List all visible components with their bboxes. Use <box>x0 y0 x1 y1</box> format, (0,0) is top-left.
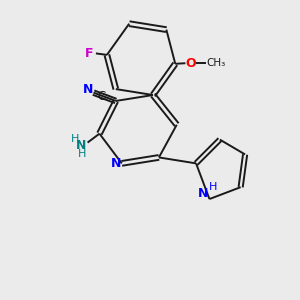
Text: N: N <box>198 187 208 200</box>
Text: N: N <box>111 158 122 170</box>
Text: H: H <box>209 182 217 192</box>
Text: N: N <box>83 83 93 96</box>
Text: O: O <box>185 57 196 70</box>
Text: CH₃: CH₃ <box>206 58 226 68</box>
Text: H: H <box>77 148 86 159</box>
Text: F: F <box>85 47 94 60</box>
Text: C: C <box>98 90 106 103</box>
Text: N: N <box>76 139 86 152</box>
Text: H: H <box>70 134 79 144</box>
